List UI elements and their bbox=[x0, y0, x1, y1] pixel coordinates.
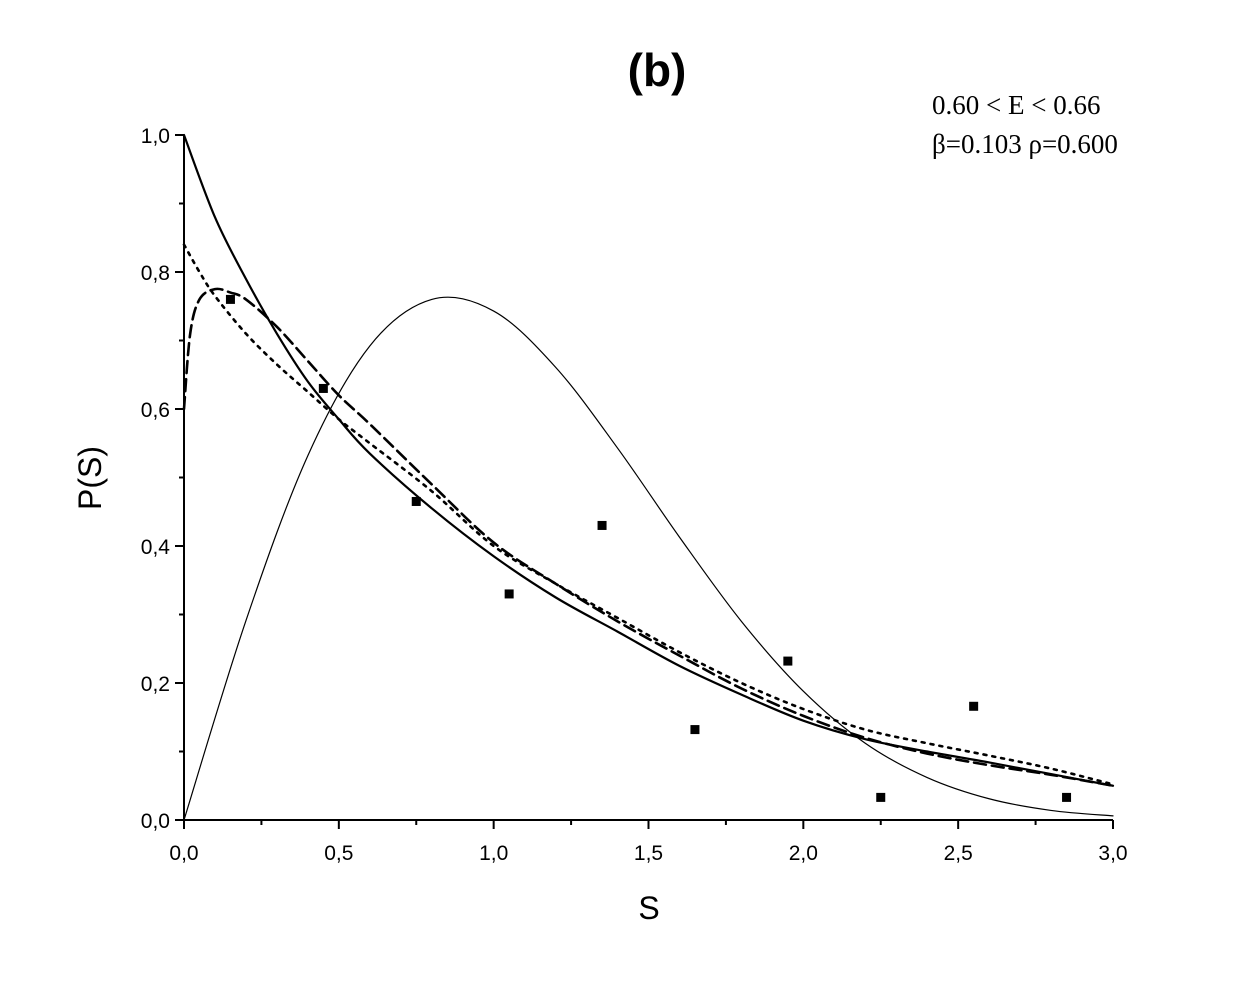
data-point bbox=[411, 496, 421, 506]
data-point bbox=[225, 294, 235, 304]
x-tick-label: 1,5 bbox=[634, 842, 663, 865]
y-tick-label: 0,2 bbox=[141, 673, 170, 696]
data-point bbox=[690, 725, 700, 735]
x-tick-label: 3,0 bbox=[1098, 842, 1127, 865]
data-point bbox=[969, 701, 979, 711]
data-point bbox=[318, 383, 328, 393]
x-tick-label: 0,0 bbox=[169, 842, 198, 865]
curve-dotted-4 bbox=[182, 243, 1115, 786]
y-tick-label: 0,0 bbox=[141, 810, 170, 833]
curve-thin-2 bbox=[183, 296, 1114, 821]
curves bbox=[182, 133, 1115, 821]
data-point bbox=[876, 792, 886, 802]
axes: 0,0 0,5 1,0 1,5 2,0 2,5 3,0 0,0 0,2 0,4 0,6 0,8 1,0 bbox=[141, 125, 1128, 865]
x-axis-label: S bbox=[638, 890, 659, 926]
parameters-annotation: β=0.103 ρ=0.600 bbox=[932, 129, 1118, 159]
x-tick-label: 1,0 bbox=[479, 842, 508, 865]
curve-solid-1 bbox=[182, 133, 1115, 787]
data-markers bbox=[225, 294, 1072, 802]
x-tick-label: 2,0 bbox=[789, 842, 818, 865]
curve-dashed-3 bbox=[182, 287, 1115, 788]
chart-title: (b) bbox=[628, 44, 687, 96]
x-tick-label: 0,5 bbox=[324, 842, 353, 865]
data-point bbox=[597, 520, 607, 530]
y-tick-label: 0,6 bbox=[141, 399, 170, 422]
energy-range-annotation: 0.60 < E < 0.66 bbox=[932, 90, 1100, 120]
data-point bbox=[1062, 792, 1072, 802]
y-tick-label: 0,4 bbox=[141, 536, 171, 559]
data-point bbox=[783, 656, 793, 666]
x-tick-label: 2,5 bbox=[944, 842, 973, 865]
y-axis-label: P(S) bbox=[72, 446, 108, 510]
y-tick-label: 0,8 bbox=[141, 262, 170, 285]
data-point bbox=[504, 589, 514, 599]
y-tick-label: 1,0 bbox=[141, 125, 170, 148]
